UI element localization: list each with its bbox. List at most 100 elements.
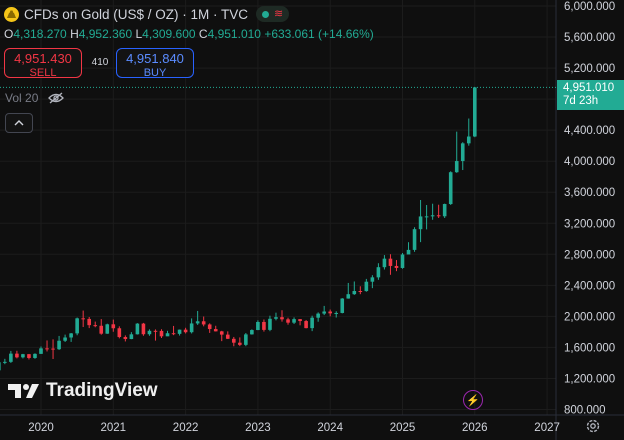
candle-body — [250, 330, 254, 335]
change-value: +633.061 (+14.66%) — [264, 27, 374, 41]
candle-body — [45, 348, 49, 350]
candle — [352, 281, 357, 295]
x-tick-label: 2026 — [462, 422, 488, 434]
candle-body — [388, 258, 393, 266]
tradingview-logo[interactable]: TradingView — [8, 380, 158, 402]
candle-body — [473, 87, 477, 137]
candle-body — [346, 294, 351, 299]
candle — [225, 331, 230, 339]
y-tick-label: 5,600.000 — [564, 32, 615, 44]
y-tick-label: 3,200.000 — [564, 218, 615, 230]
candle — [442, 203, 447, 218]
candle — [244, 332, 248, 347]
candle — [394, 260, 399, 272]
candle-body — [141, 323, 146, 335]
candle-body — [99, 325, 104, 334]
candle — [165, 330, 170, 337]
high-label: H — [70, 27, 79, 41]
candle-body — [117, 328, 122, 338]
candle — [358, 286, 363, 295]
candle — [39, 346, 43, 354]
collapse-legend-button[interactable] — [5, 113, 33, 133]
candle — [147, 329, 152, 336]
candle-body — [87, 318, 91, 326]
low-value: 4,309.600 — [142, 27, 196, 41]
market-status[interactable]: ≋ — [256, 6, 290, 22]
candle-body — [412, 229, 417, 250]
candle-body — [424, 216, 429, 218]
candle-body — [436, 215, 441, 217]
logo-text: TradingView — [46, 380, 158, 401]
candle — [328, 309, 332, 317]
market-open-dot-icon — [262, 10, 270, 18]
candle — [316, 312, 320, 322]
candle-body — [57, 340, 61, 350]
candle — [412, 227, 417, 252]
candle — [99, 319, 104, 335]
low-label: L — [135, 27, 143, 41]
candle-body — [9, 353, 13, 362]
candle-body — [63, 337, 67, 341]
candle-body — [298, 319, 302, 322]
spread-value: 410 — [91, 57, 109, 68]
y-tick-label: 1,200.000 — [564, 373, 615, 385]
candle — [93, 321, 98, 328]
sell-button[interactable]: 4,951.430 SELL — [4, 48, 82, 79]
x-tick-label: 2024 — [317, 422, 343, 434]
x-tick-label: 2027 — [534, 422, 560, 434]
candle-body — [394, 265, 399, 268]
candle — [195, 310, 200, 325]
candle-body — [153, 330, 158, 332]
y-tick-label: 4,000.000 — [564, 156, 615, 168]
candle — [376, 263, 381, 280]
candle — [334, 311, 339, 318]
candle — [298, 319, 302, 326]
buy-button[interactable]: 4,951.840 BUY — [116, 48, 194, 79]
sell-price: 4,951.430 — [14, 51, 72, 66]
candle-body — [442, 204, 447, 217]
y-tick-label: 5,200.000 — [564, 63, 615, 75]
candle — [63, 334, 67, 342]
candle-body — [328, 311, 332, 314]
candle — [250, 329, 254, 335]
candle-body — [286, 319, 290, 323]
candle-body — [304, 321, 308, 329]
candle-body — [225, 334, 230, 339]
candle-body — [334, 312, 339, 314]
candle — [201, 316, 206, 327]
candle — [81, 310, 85, 328]
volume-label: Vol 20 — [5, 91, 39, 105]
y-tick-label: 2,000.000 — [564, 311, 615, 323]
gear-icon[interactable] — [585, 418, 601, 434]
candle — [111, 319, 116, 332]
y-tick-label: 800.000 — [564, 405, 606, 417]
candle — [45, 340, 49, 352]
candle — [382, 255, 387, 270]
candle — [473, 87, 477, 138]
y-tick-label: 3,600.000 — [564, 187, 615, 199]
wave-icon: ≋ — [274, 8, 284, 20]
candle — [57, 335, 61, 350]
candle-body — [93, 325, 98, 327]
flash-icon[interactable]: ⚡ — [463, 390, 483, 410]
candle-body — [292, 319, 296, 323]
candle — [304, 320, 308, 329]
candle — [256, 320, 260, 331]
volume-indicator[interactable]: Vol 20 — [5, 91, 65, 105]
candle — [51, 339, 55, 359]
candle — [159, 329, 164, 338]
buy-label: BUY — [143, 67, 167, 79]
candle — [406, 242, 411, 255]
candle-body — [244, 334, 248, 345]
candle-body — [171, 333, 176, 335]
candle-body — [195, 321, 200, 324]
time-axis: 2020 2021 2022 2023 2024 2025 2026 2027 — [28, 422, 560, 434]
y-tick-label: 1,600.000 — [564, 342, 615, 354]
candle-body — [147, 330, 152, 335]
candle — [436, 204, 441, 218]
eye-hidden-icon[interactable] — [48, 92, 65, 104]
chevron-up-icon — [14, 120, 24, 126]
symbol-header[interactable]: CFDs on Gold (US$ / OZ) · 1M · TVC ≋ — [4, 5, 290, 23]
candle-body — [15, 353, 19, 358]
candle — [292, 317, 296, 324]
